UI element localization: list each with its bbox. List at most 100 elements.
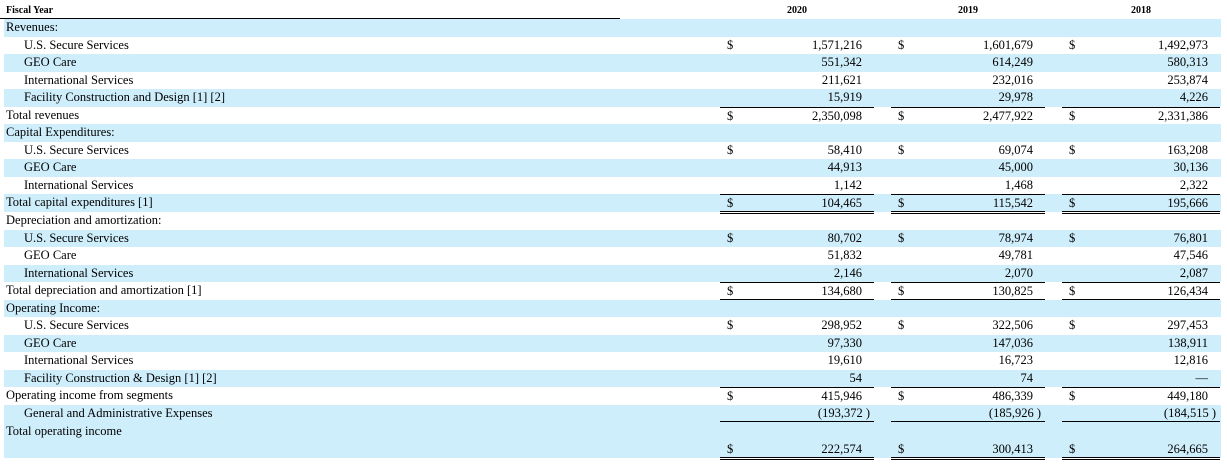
value-cell-2020: (193,372 ) xyxy=(720,405,874,423)
value-cell-2020: $222,574 xyxy=(720,441,874,460)
cell-value: 2,322 xyxy=(1179,177,1208,192)
year-header-2018: 2018 xyxy=(1062,5,1220,20)
cell-value: 49,781 xyxy=(998,248,1033,263)
cell-value: 19,610 xyxy=(827,353,862,368)
cell-value: (184,515 ) xyxy=(1163,406,1216,421)
currency-symbol: $ xyxy=(898,37,905,52)
table-row: Total revenues $2,350,098 $2,477,922 $2,331… xyxy=(0,106,1227,127)
table-row: General and Administrative Expenses (193,… xyxy=(0,405,1227,423)
row-background xyxy=(4,334,1221,353)
cell-value: 551,342 xyxy=(821,55,862,70)
value-cell-2020: 97,330 xyxy=(720,335,874,351)
currency-symbol: $ xyxy=(898,142,905,157)
cell-value: 69,074 xyxy=(998,142,1033,157)
value-cell-2019: 232,016 xyxy=(891,72,1045,88)
cell-value: 297,453 xyxy=(1167,318,1208,333)
value-cell-2020: 15,919 xyxy=(720,89,874,105)
value-cell-2018: $449,180 xyxy=(1062,387,1220,404)
cell-value: 2,331,386 xyxy=(1158,108,1208,123)
table-row: GEO Care 51,832 49,781 47,546 xyxy=(0,247,1227,265)
row-background xyxy=(4,159,1221,177)
row-label: GEO Care xyxy=(24,55,77,70)
cell-value: 222,574 xyxy=(821,441,862,456)
row-label: International Services xyxy=(24,72,134,87)
value-cell-2019: $486,339 xyxy=(891,387,1045,404)
currency-symbol: $ xyxy=(898,284,905,299)
currency-symbol: $ xyxy=(727,389,734,404)
table-row: Revenues: xyxy=(0,19,1227,37)
currency-symbol: $ xyxy=(727,284,734,299)
cell-value: 415,946 xyxy=(821,389,862,404)
table-row: Capital Expenditures: xyxy=(0,124,1227,142)
cell-value: — xyxy=(1195,370,1209,385)
value-cell-2018: — xyxy=(1062,370,1220,386)
value-cell-2018: 580,313 xyxy=(1062,54,1220,70)
cell-value: 138,911 xyxy=(1167,335,1208,350)
table-row: Facility Construction & Design [1] [2] 54… xyxy=(0,369,1227,388)
value-cell-2019: 49,781 xyxy=(891,247,1045,263)
value-cell-2019: $300,413 xyxy=(891,441,1045,460)
table-body: Revenues: U.S. Secure Services $1,571,216 $… xyxy=(0,19,1227,460)
row-label: U.S. Secure Services xyxy=(24,318,129,333)
value-cell-2020: 51,832 xyxy=(720,247,874,263)
row-background xyxy=(4,19,1221,37)
cell-value: 449,180 xyxy=(1167,389,1208,404)
cell-value: 2,070 xyxy=(1004,265,1033,280)
table-row: Total depreciation and amortization [1] $… xyxy=(0,282,1227,303)
row-label: General and Administrative Expenses xyxy=(24,406,213,421)
cell-value: 130,825 xyxy=(992,284,1033,299)
currency-symbol: $ xyxy=(898,108,905,123)
currency-symbol: $ xyxy=(727,441,734,456)
cell-value: 115,542 xyxy=(992,196,1033,211)
cell-value: 264,665 xyxy=(1167,441,1208,456)
cell-value: 80,702 xyxy=(827,230,862,245)
cell-value: 44,913 xyxy=(827,160,862,175)
cell-value: 580,313 xyxy=(1167,55,1208,70)
cell-value: 2,350,098 xyxy=(812,108,862,123)
cell-value: 45,000 xyxy=(998,160,1033,175)
cell-value: 486,339 xyxy=(992,389,1033,404)
row-label: Total capital expenditures [1] xyxy=(6,195,153,210)
table-row: GEO Care 97,330 147,036 138,911 xyxy=(0,334,1227,353)
value-cell-2020: 19,610 xyxy=(720,352,874,368)
cell-value: 2,087 xyxy=(1179,265,1208,280)
table-row: International Services 211,621 232,016 253,… xyxy=(0,72,1227,90)
value-cell-2019: 147,036 xyxy=(891,335,1045,351)
cell-value: 1,492,973 xyxy=(1158,37,1208,52)
value-cell-2019: $115,542 xyxy=(891,194,1045,215)
value-cell-2018: 30,136 xyxy=(1062,159,1220,175)
cell-value: 15,919 xyxy=(827,90,862,105)
cell-value: 300,413 xyxy=(992,441,1033,456)
currency-symbol: $ xyxy=(898,230,905,245)
value-cell-2019: 2,070 xyxy=(891,265,1045,281)
cell-value: 76,801 xyxy=(1173,230,1208,245)
row-background xyxy=(4,194,1221,213)
value-cell-2020: 44,913 xyxy=(720,159,874,175)
cell-value: 4,226 xyxy=(1179,90,1208,105)
currency-symbol: $ xyxy=(1069,142,1076,157)
cell-value: 134,680 xyxy=(821,284,862,299)
cell-value: 58,410 xyxy=(827,142,862,157)
value-cell-2018: 2,087 xyxy=(1062,265,1220,281)
cell-value: 97,330 xyxy=(827,335,862,350)
value-cell-2019: $78,974 xyxy=(891,230,1045,246)
cell-value: 54 xyxy=(849,370,863,385)
value-cell-2019: 614,249 xyxy=(891,54,1045,70)
row-background xyxy=(4,422,1221,458)
cell-value: 147,036 xyxy=(992,335,1033,350)
value-cell-2019: 74 xyxy=(891,370,1045,386)
value-cell-2019: 1,468 xyxy=(891,177,1045,193)
currency-symbol: $ xyxy=(1069,196,1076,211)
value-cell-2018: $195,666 xyxy=(1062,194,1220,215)
currency-symbol: $ xyxy=(1069,389,1076,404)
row-label: Facility Construction & Design [1] [2] xyxy=(24,370,217,385)
row-label: GEO Care xyxy=(24,160,77,175)
cell-value: 126,434 xyxy=(1167,284,1208,299)
cell-value: 2,477,922 xyxy=(983,108,1033,123)
table-row: International Services 2,146 2,070 2,087 xyxy=(0,264,1227,283)
value-cell-2020: 1,142 xyxy=(720,177,874,193)
cell-value: 1,571,216 xyxy=(812,37,862,52)
currency-symbol: $ xyxy=(1069,108,1076,123)
value-cell-2020: 54 xyxy=(720,370,874,386)
table-row: Operating income from segments $415,946 $4… xyxy=(0,387,1227,405)
